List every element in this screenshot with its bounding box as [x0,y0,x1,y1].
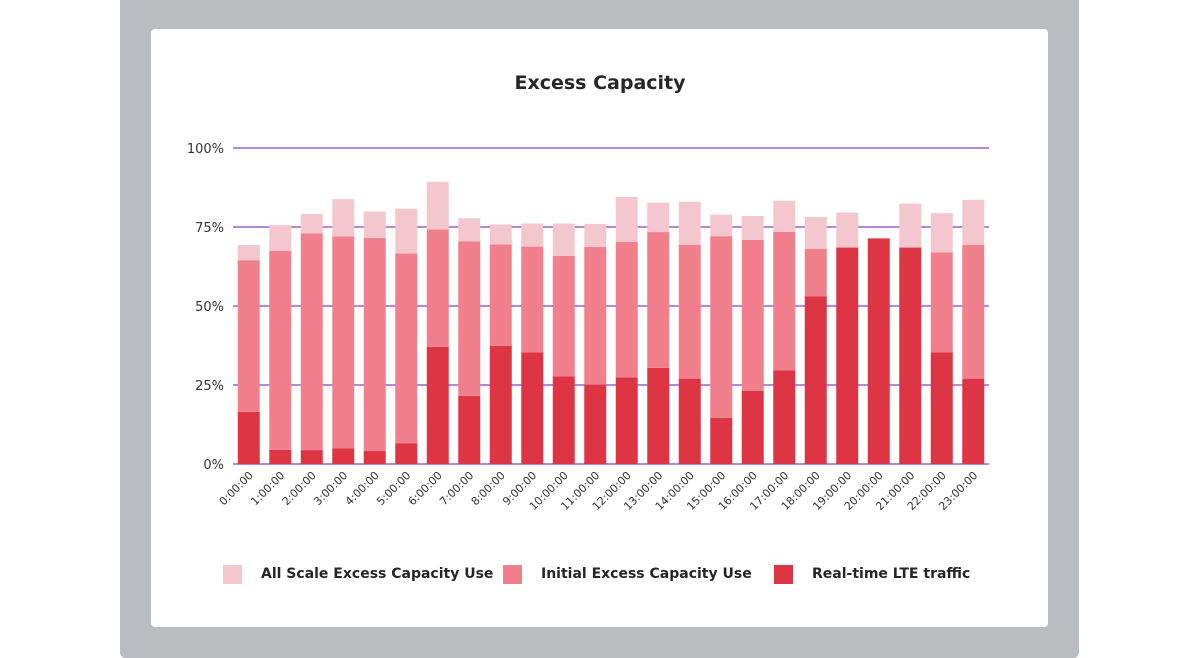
bar-segment-s0-6 [426,346,449,464]
bar-segment-s0-0 [237,411,260,464]
bar-segment-s2-19 [836,212,859,248]
bar-segment-s0-15 [710,417,733,464]
bar-segment-s0-14 [678,378,701,464]
y-tick-label: 25% [195,379,224,394]
bar-segment-s0-22 [930,352,953,464]
bar-segment-s0-3 [332,448,355,464]
legend-label-all-scale: All Scale Excess Capacity Use [261,566,494,582]
bar-segment-s0-21 [899,247,922,464]
legend-item-all-scale: All Scale Excess Capacity Use [223,563,493,585]
bar-segment-s2-18 [804,216,827,249]
y-tick-label: 75% [195,221,224,236]
x-tick-label: 6:00:00 [406,469,445,508]
bar-segment-s1-0 [237,260,260,412]
bar-segment-s0-13 [647,367,670,464]
bar-segment-s2-11 [584,223,607,247]
bar-segment-s0-9 [521,352,544,464]
chart-title: Excess Capacity [514,72,686,94]
bar-segment-s2-10 [552,223,575,256]
y-tick-label: 0% [203,458,224,473]
chart-legend: All Scale Excess Capacity Use Initial Ex… [0,563,1200,585]
x-tick-label: 7:00:00 [437,469,476,508]
legend-swatch-initial [503,564,522,584]
bar-segment-s2-16 [741,215,764,240]
bar-segment-s1-14 [678,244,701,379]
bar-segment-s1-10 [552,255,575,377]
bar-segment-s2-8 [489,224,512,245]
bar-segment-s0-5 [395,443,418,464]
bar-segment-s1-2 [300,233,323,451]
bar-segment-s1-9 [521,246,544,353]
legend-label-initial: Initial Excess Capacity Use [541,566,752,582]
bar-segment-s2-0 [237,245,260,261]
bar-segment-s2-15 [710,214,733,237]
bar-segment-s0-12 [615,377,638,464]
bar-segment-s2-1 [269,225,292,252]
x-tick-label: 5:00:00 [374,469,413,508]
bar-segment-s0-20 [867,238,890,464]
legend-item-realtime: Real-time LTE traffic [774,563,970,585]
bar-segment-s1-13 [647,232,670,368]
bar-segment-s2-7 [458,218,481,242]
bar-segment-s2-17 [773,200,796,232]
bar-segment-s1-3 [332,236,355,449]
bar-segment-s0-19 [836,247,859,464]
bar-segment-s2-14 [678,201,701,245]
legend-swatch-realtime [774,564,793,584]
y-tick-label: 50% [195,300,224,315]
bar-segment-s0-23 [962,378,985,464]
bar-segment-s1-5 [395,253,418,444]
bar-segment-s2-3 [332,199,355,237]
bar-segment-s1-8 [489,244,512,346]
bar-segment-s1-16 [741,239,764,392]
bar-segment-s1-22 [930,252,953,353]
bar-segment-s1-12 [615,241,638,378]
bar-segment-s2-21 [899,203,922,248]
bar-segment-s2-6 [426,181,449,230]
bar-segment-s2-23 [962,199,985,245]
bar-segment-s0-10 [552,376,575,464]
bar-segment-s0-18 [804,296,827,464]
bar-segment-s0-2 [300,450,323,464]
legend-item-initial: Initial Excess Capacity Use [503,563,752,585]
bar-segment-s0-7 [458,395,481,464]
x-tick-label: 8:00:00 [469,469,508,508]
bar-segment-s1-17 [773,231,796,371]
legend-swatch-all-scale [223,564,242,584]
bar-segment-s1-23 [962,244,985,379]
x-tick-label: 2:00:00 [280,469,319,508]
bar-segment-s0-1 [269,449,292,464]
bar-segment-s0-16 [741,391,764,464]
bar-segment-s1-11 [584,246,607,385]
bar-segment-s0-11 [584,384,607,464]
bar-segment-s0-4 [363,451,386,464]
legend-label-realtime: Real-time LTE traffic [812,566,971,582]
bar-segment-s2-5 [395,208,418,254]
bar-segment-s1-18 [804,248,827,297]
bar-segment-s0-8 [489,345,512,464]
bar-segment-s0-17 [773,370,796,464]
bar-segment-s1-15 [710,236,733,418]
x-tick-label: 0:00:00 [217,469,256,508]
x-tick-label: 1:00:00 [248,469,287,508]
bar-segment-s2-13 [647,202,670,233]
bar-segment-s1-6 [426,229,449,347]
bar-segment-s2-22 [930,213,953,253]
bar-segment-s2-2 [300,214,323,234]
bar-segment-s1-4 [363,238,386,452]
x-tick-label: 4:00:00 [343,469,382,508]
bar-segment-s2-9 [521,223,544,247]
bar-segment-s2-12 [615,196,638,242]
bar-segment-s1-7 [458,241,481,396]
bar-segment-s2-4 [363,211,386,239]
bar-segment-s1-1 [269,251,292,450]
y-tick-label: 100% [187,142,224,157]
x-tick-label: 3:00:00 [311,469,350,508]
